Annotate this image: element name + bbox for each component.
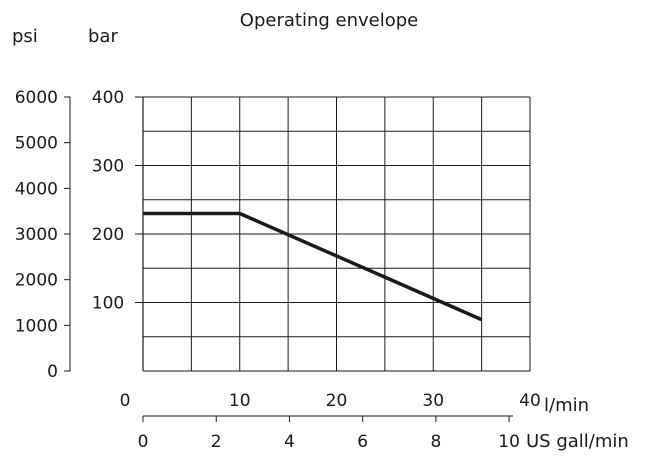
operating-envelope-line xyxy=(143,211,483,322)
psi-tick-label: 0 xyxy=(47,362,58,382)
psi-tick-label: 2000 xyxy=(15,271,58,291)
lmin-axis-label: l/min xyxy=(544,395,589,416)
psi-tick-label: 6000 xyxy=(15,88,58,108)
psi-tick-label: 1000 xyxy=(15,316,58,336)
psi-axis-label: psi xyxy=(12,26,38,47)
usgal-tick-label: 0 xyxy=(138,432,149,452)
usgal-tick-label: 6 xyxy=(357,432,368,452)
bar-axis-label: bar xyxy=(88,26,118,47)
lmin-tick-label: 20 xyxy=(326,391,348,411)
bar-tick-label: 100 xyxy=(92,294,124,314)
bar-tick-label: 400 xyxy=(92,88,124,108)
usgal-tick-label: 4 xyxy=(284,432,295,452)
usgal-axis-label: US gall/min xyxy=(526,431,629,452)
plot-grid xyxy=(142,96,531,372)
usgal-tick-label: 8 xyxy=(430,432,441,452)
lmin-tick-label: 10 xyxy=(229,391,251,411)
chart-title: Operating envelope xyxy=(240,10,418,31)
lmin-tick-label: 0 xyxy=(120,391,131,411)
psi-tick-label: 4000 xyxy=(15,179,58,199)
series-layer xyxy=(143,211,483,322)
bar-tick-label: 300 xyxy=(92,157,124,177)
usgal-tick-label: 10 xyxy=(498,432,520,452)
lmin-tick-label: 40 xyxy=(519,391,541,411)
usgal-tick-label: 2 xyxy=(211,432,222,452)
psi-tick-label: 3000 xyxy=(15,225,58,245)
lmin-tick-label: 30 xyxy=(422,391,444,411)
bar-tick-label: 200 xyxy=(92,225,124,245)
psi-tick-label: 5000 xyxy=(15,134,58,154)
